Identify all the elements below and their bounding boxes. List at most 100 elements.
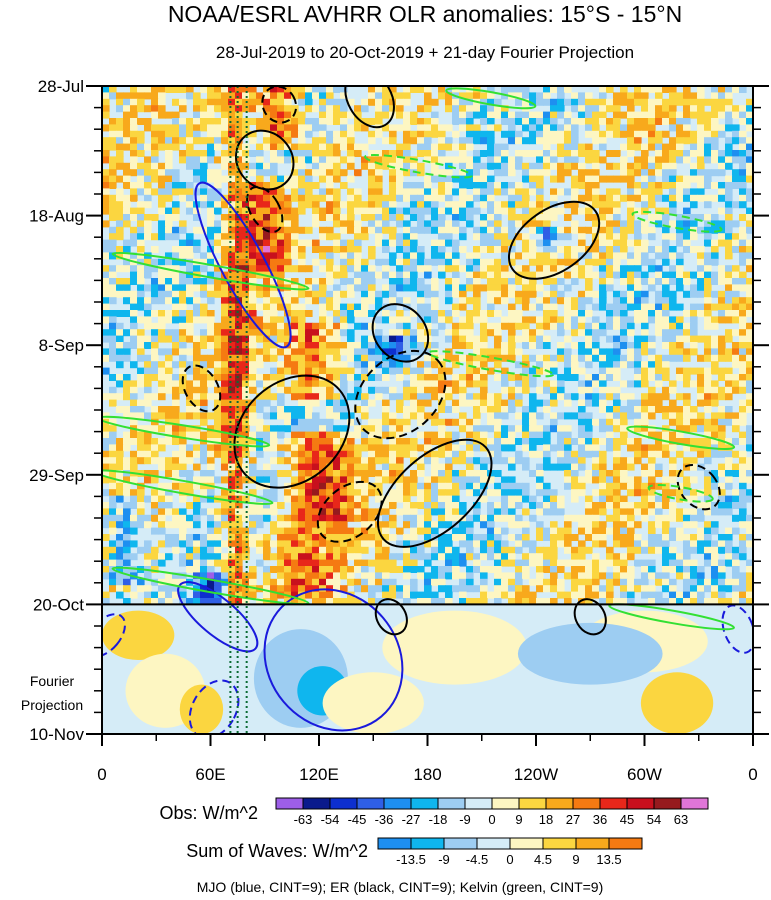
obs-cell: [361, 342, 369, 349]
obs-cell: [375, 130, 383, 138]
obs-cell: [424, 156, 432, 164]
obs-cell: [480, 105, 488, 113]
obs-cell: [284, 130, 292, 138]
obs-cell: [165, 130, 173, 138]
obs-cell: [186, 162, 194, 170]
obs-cell: [382, 418, 390, 426]
obs-cell: [298, 137, 306, 145]
obs-cell: [417, 418, 425, 426]
obs-cell: [214, 278, 222, 285]
obs-cell: [655, 502, 663, 509]
obs-cell: [354, 169, 362, 177]
obs-cell: [326, 98, 334, 106]
obs-cell: [536, 150, 544, 157]
obs-cell: [410, 201, 418, 209]
obs-cell: [102, 303, 110, 311]
obs-cell: [410, 438, 418, 445]
obs-cell: [312, 482, 320, 490]
obs-cell: [368, 342, 376, 349]
obs-cell: [536, 412, 544, 420]
obs-cell: [340, 278, 348, 285]
obs-cell: [340, 239, 348, 247]
obs-cell: [711, 354, 719, 362]
obs-cell: [361, 278, 369, 285]
obs-cell: [284, 194, 292, 202]
obs-cell: [256, 92, 264, 100]
obs-cell: [284, 457, 292, 465]
obs-cell: [487, 143, 495, 151]
obs-cell: [361, 322, 369, 330]
obs-cell: [235, 143, 243, 151]
obs-cell: [340, 399, 348, 407]
obs-cell: [627, 271, 635, 279]
obs-cell: [221, 226, 229, 234]
obs-cell: [459, 284, 467, 292]
obs-cell: [291, 118, 299, 125]
obs-cell: [585, 310, 593, 317]
obs-cell: [634, 188, 642, 196]
obs-cell: [494, 406, 502, 413]
obs-cell: [284, 521, 292, 529]
obs-cell: [494, 201, 502, 209]
obs-cell: [235, 175, 243, 183]
obs-cell: [648, 348, 656, 356]
obs-cell: [487, 182, 495, 189]
obs-cell: [550, 130, 558, 138]
obs-cell: [452, 252, 460, 260]
obs-cell: [172, 303, 180, 311]
obs-cell: [277, 329, 285, 337]
obs-cell: [130, 156, 138, 164]
obs-cell: [291, 386, 299, 394]
obs-cell: [291, 194, 299, 202]
obs-cell: [683, 194, 691, 202]
obs-cell: [711, 156, 719, 164]
obs-cell: [256, 284, 264, 292]
obs-cell: [165, 489, 173, 497]
obs-cell: [263, 489, 271, 497]
obs-cell: [242, 380, 250, 388]
obs-cell: [543, 316, 551, 324]
obs-cell: [305, 329, 313, 337]
obs-cell: [354, 342, 362, 349]
obs-cell: [564, 425, 572, 433]
obs-cell: [746, 444, 753, 452]
obs-cell: [683, 399, 691, 407]
obs-cell: [242, 361, 250, 369]
obs-cell: [347, 252, 355, 260]
obs-cell: [578, 143, 586, 151]
obs-cell: [144, 367, 152, 375]
obs-cell: [473, 156, 481, 164]
obs-cell: [347, 367, 355, 375]
obs-cell: [144, 380, 152, 388]
obs-cell: [277, 92, 285, 100]
obs-cell: [655, 105, 663, 113]
obs-cell: [452, 105, 460, 113]
obs-cell: [634, 406, 642, 413]
obs-cell: [263, 316, 271, 324]
obs-cell: [368, 386, 376, 394]
obs-cell: [158, 367, 166, 375]
obs-cell: [396, 169, 404, 177]
obs-cell: [270, 303, 278, 311]
obs-cell: [123, 124, 131, 132]
obs-cell: [102, 470, 110, 477]
obs-cell: [725, 418, 733, 426]
obs-cell: [319, 105, 327, 113]
obs-cell: [683, 489, 691, 497]
obs-cell: [417, 252, 425, 260]
obs-cell: [172, 278, 180, 285]
obs-cell: [221, 463, 229, 471]
obs-cell: [172, 418, 180, 426]
obs-cell: [375, 374, 383, 381]
obs-cell: [676, 182, 684, 189]
obs-cell: [697, 271, 705, 279]
obs-cell: [487, 489, 495, 497]
obs-cell: [277, 111, 285, 119]
obs-cell: [165, 463, 173, 471]
obs-cell: [487, 175, 495, 183]
obs-cell: [319, 194, 327, 202]
obs-cell: [179, 310, 187, 317]
obs-cell: [291, 463, 299, 471]
obs-cell: [529, 335, 537, 343]
obs-cell: [291, 367, 299, 375]
